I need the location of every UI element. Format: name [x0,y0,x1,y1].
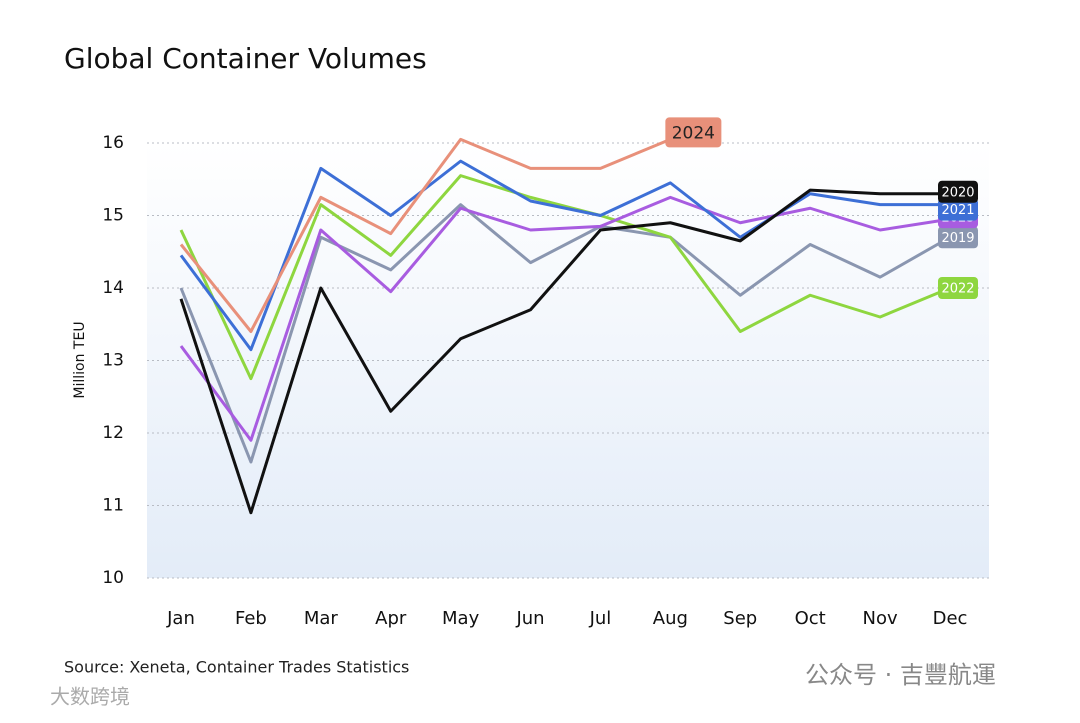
series-label-box [938,226,978,249]
source: Source: Xeneta, Container Trades Statist… [64,658,409,677]
x-tick-label: Dec [933,608,968,629]
series-label-box [938,180,978,203]
series-line [179,203,951,464]
x-tick-label: Jan [166,608,195,629]
x-tick-label: Mar [304,608,339,629]
legend-label: 2021 [941,203,974,218]
series-line [179,188,950,515]
series-line [179,137,671,333]
x-tick-label: Jul [589,608,612,629]
series-line [179,159,950,352]
x-tick-label: Feb [235,608,267,629]
y-tick-label: 11 [102,496,124,516]
y-axis-label: Million TEU [72,321,88,398]
y-tick-label: 12 [102,423,124,443]
x-tick-label: Apr [375,608,407,629]
series-label-box [938,198,978,221]
y-tick-label: 15 [102,206,124,226]
chart-title: Global Container Volumes [64,42,427,75]
series-label-box [665,117,722,148]
x-tick-label: Sep [723,608,757,629]
watermark: 公众号 · 吉豐航運 [805,661,996,689]
x-tick-label: Aug [653,608,688,629]
x-tick-label: Nov [863,608,898,629]
legend-label: 2024 [672,123,715,143]
series-label-box [938,277,978,299]
legend-label: 2019 [941,231,974,246]
y-tick-label: 14 [102,278,124,298]
y-tick-label: 10 [102,568,124,588]
y-tick-label: 13 [102,351,124,371]
x-tick-label: May [442,608,480,629]
x-tick-label: Oct [795,608,826,629]
watermark: 大数跨境 [50,685,130,709]
series-line [179,174,951,381]
legend-label: 2022 [941,282,974,297]
legend-label: 2020 [941,185,974,200]
x-tick-label: Jun [515,608,544,629]
series-line [179,195,951,442]
y-tick-label: 16 [102,133,124,153]
